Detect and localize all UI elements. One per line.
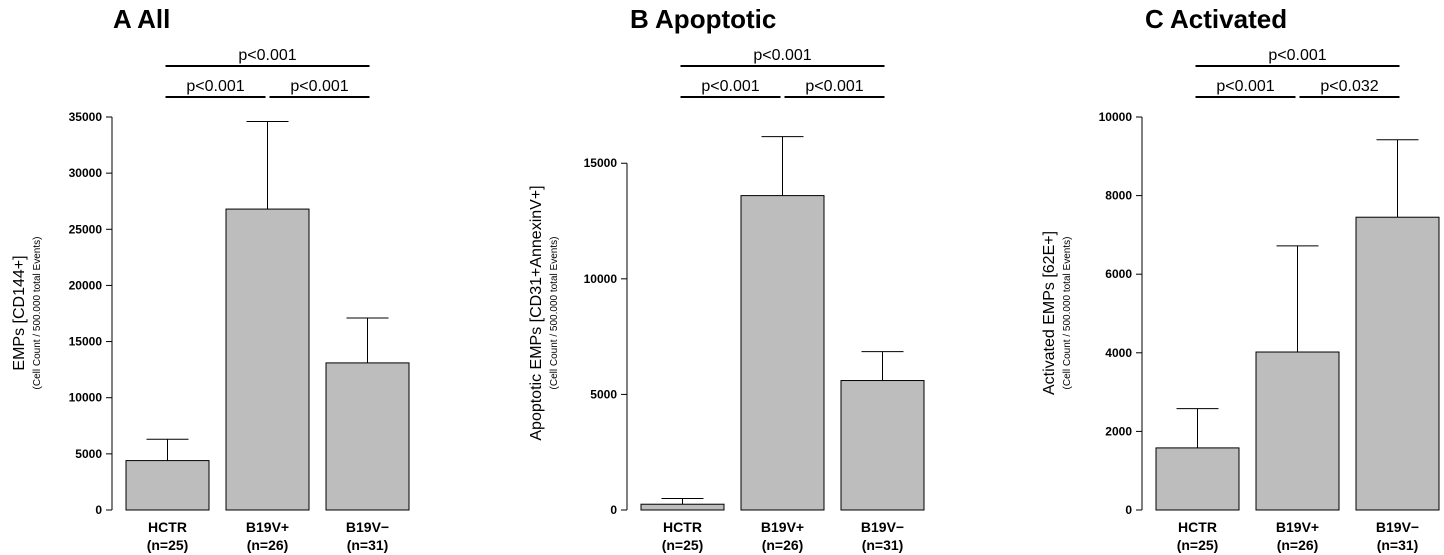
- x-category-label: HCTR: [663, 519, 702, 535]
- y-tick-label: 0: [95, 503, 102, 517]
- y-tick-label: 15000: [584, 156, 618, 170]
- x-category-n-label: (n=26): [762, 537, 804, 553]
- y-tick-label: 30000: [69, 166, 103, 180]
- bar-marks: 0 5000 10000 15000 20000 25000 30000 35000 HCTR (…: [69, 47, 410, 553]
- x-category-n-label: (n=25): [662, 537, 704, 553]
- bar-marks: 0 2000 4000 6000 8000 10000 HCTR (n=25) B19V+ (n=…: [1099, 47, 1440, 553]
- significance-label: p<0.001: [290, 78, 348, 95]
- y-axis-label: Activated EMPs [62E+]: [1041, 231, 1058, 395]
- x-category-label: B19V+: [1276, 519, 1319, 535]
- y-tick-label: 10000: [1099, 110, 1133, 124]
- y-axis-sublabel: (Cell Count / 500.000 total Events): [549, 237, 560, 390]
- y-axis-sublabel: (Cell Count / 500.000 total Events): [32, 237, 43, 390]
- bar-hctr: [1155, 447, 1240, 511]
- significance-label: p<0.032: [1320, 78, 1378, 95]
- x-category-label: HCTR: [148, 519, 187, 535]
- bar-hctr: [125, 460, 210, 511]
- x-category-label: B19V−: [861, 519, 904, 535]
- y-axis-label: EMPs [CD144+]: [11, 255, 28, 370]
- y-tick-label: 5000: [75, 447, 102, 461]
- bar-marks: 0 5000 10000 15000 HCTR (n=25) B19V+ (n=26) B19V…: [584, 47, 925, 553]
- bar-b19v-: [740, 195, 825, 511]
- x-category-n-label: (n=31): [1377, 537, 1419, 553]
- y-tick-label: 0: [1125, 503, 1132, 517]
- x-category-label: HCTR: [1178, 519, 1217, 535]
- significance-label: p<0.001: [238, 47, 296, 64]
- x-category-n-label: (n=31): [347, 537, 389, 553]
- significance-label: p<0.001: [1216, 78, 1274, 95]
- y-tick-label: 5000: [590, 387, 617, 401]
- bar-b19v-: [1255, 351, 1340, 511]
- x-category-label: B19V−: [346, 519, 389, 535]
- y-tick-label: 8000: [1105, 189, 1132, 203]
- x-category-n-label: (n=25): [1177, 537, 1219, 553]
- y-tick-label: 35000: [69, 110, 103, 124]
- significance-label: p<0.001: [186, 78, 244, 95]
- panel-b-apoptotic: B Apoptotic Apoptotic EMPs [CD31+Annexin…: [528, 4, 925, 553]
- x-category-n-label: (n=31): [862, 537, 904, 553]
- x-category-n-label: (n=26): [247, 537, 289, 553]
- x-category-n-label: (n=26): [1277, 537, 1319, 553]
- significance-label: p<0.001: [753, 47, 811, 64]
- y-axis-label: Apoptotic EMPs [CD31+AnnexinV+]: [528, 185, 545, 440]
- panel-a-all: A All EMPs [CD144+] (Cell Count / 500.00…: [11, 4, 410, 553]
- bar-b19v-: [225, 208, 310, 511]
- panel-title: A All: [113, 4, 170, 34]
- significance-label: p<0.001: [805, 78, 863, 95]
- y-tick-label: 20000: [69, 278, 103, 292]
- panel-title: C Activated: [1145, 4, 1287, 34]
- bar-b19v-: [840, 380, 925, 511]
- panel-title: B Apoptotic: [630, 4, 776, 34]
- y-tick-label: 4000: [1105, 346, 1132, 360]
- y-tick-label: 6000: [1105, 267, 1132, 281]
- x-category-label: B19V+: [246, 519, 289, 535]
- bar-b19v-: [325, 362, 410, 511]
- x-category-label: B19V+: [761, 519, 804, 535]
- y-tick-label: 25000: [69, 222, 103, 236]
- y-tick-label: 10000: [69, 391, 103, 405]
- panel-c-activated: C Activated Activated EMPs [62E+] (Cell …: [1041, 4, 1440, 553]
- y-tick-label: 10000: [584, 272, 618, 286]
- y-tick-label: 15000: [69, 335, 103, 349]
- y-axis-sublabel: (Cell Count / 500.000 total Events): [1062, 237, 1073, 390]
- bar-hctr: [640, 503, 725, 511]
- y-tick-label: 2000: [1105, 424, 1132, 438]
- x-category-n-label: (n=25): [147, 537, 189, 553]
- x-category-label: B19V−: [1376, 519, 1419, 535]
- significance-label: p<0.001: [701, 78, 759, 95]
- bar-b19v-: [1355, 216, 1440, 511]
- significance-label: p<0.001: [1268, 47, 1326, 64]
- y-tick-label: 0: [610, 503, 617, 517]
